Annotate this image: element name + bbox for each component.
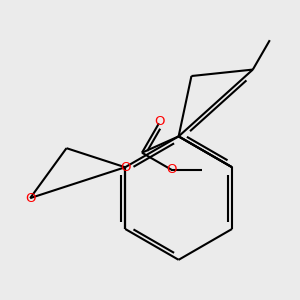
Text: O: O: [154, 115, 165, 128]
Text: O: O: [166, 163, 177, 176]
Text: O: O: [120, 161, 130, 174]
Text: O: O: [25, 192, 35, 205]
